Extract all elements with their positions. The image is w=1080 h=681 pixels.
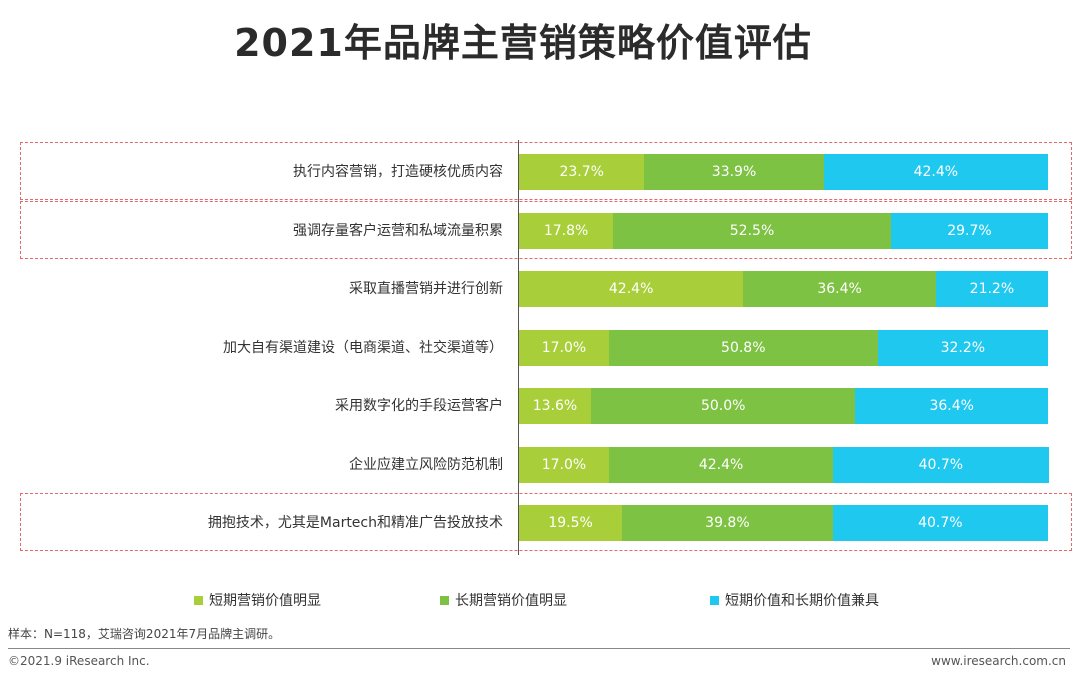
highlight-box [20, 142, 1072, 200]
bar-segment: 23.7% [519, 154, 645, 190]
category-axis-line [518, 140, 519, 555]
data-label: 42.4% [698, 456, 744, 473]
data-label: 29.7% [947, 222, 992, 239]
footer-website: www.iresearch.com.cn [931, 654, 1066, 668]
bar-segment: 40.7% [833, 446, 1049, 483]
legend-swatch [194, 595, 203, 605]
bar-segment: 52.5% [613, 212, 891, 249]
bar-segment: 50.8% [608, 329, 878, 366]
bar-segment: 50.0% [590, 388, 856, 424]
data-label: 19.5% [548, 515, 593, 531]
data-label: 17.0% [541, 339, 587, 356]
category-label: 强调存量客户运营和私域流量积累 [293, 222, 503, 239]
bar-segment: 13.6% [519, 388, 591, 424]
data-label: 36.4% [817, 281, 862, 297]
data-label: 42.4% [913, 164, 959, 180]
bar-segment: 17.8% [519, 212, 614, 249]
bar-segment: 36.4% [743, 271, 936, 307]
legend-item: 短期营销价值明显 [194, 590, 321, 610]
bar-segment: 19.5% [519, 505, 623, 541]
category-label: 采取直播营销并进行创新 [349, 281, 503, 297]
data-label: 39.8% [705, 515, 750, 531]
bar-segment: 17.0% [519, 329, 609, 366]
legend-label: 短期价值和长期价值兼具 [725, 593, 879, 609]
highlight-box [20, 200, 1072, 259]
bar-segment: 21.2% [935, 271, 1048, 307]
data-label: 40.7% [918, 456, 964, 473]
data-label: 33.9% [711, 164, 757, 180]
sample-note: 样本：N=118，艾瑞咨询2021年7月品牌主调研。 [8, 627, 281, 641]
category-label: 执行内容营销，打造硬核优质内容 [293, 164, 503, 180]
legend-item: 短期价值和长期价值兼具 [710, 590, 879, 610]
bar-segment: 32.2% [877, 329, 1048, 366]
legend-label: 长期营销价值明显 [455, 593, 567, 609]
bar-segment: 33.9% [644, 154, 824, 190]
bar-segment: 42.4% [823, 154, 1048, 190]
bar-segment: 39.8% [622, 505, 833, 541]
data-label: 50.0% [700, 398, 746, 414]
chart-title: 2021年品牌主营销策略价值评估 [234, 21, 812, 65]
data-label: 36.4% [929, 398, 974, 414]
legend-label: 短期营销价值明显 [209, 593, 321, 609]
data-label: 50.8% [721, 339, 766, 356]
category-label: 企业应建立风险防范机制 [349, 456, 503, 473]
data-label: 13.6% [532, 398, 578, 414]
data-label: 52.5% [729, 222, 775, 239]
category-label: 拥抱技术，尤其是Martech和精准广告投放技术 [207, 515, 503, 531]
footer-copyright: ©2021.9 iResearch Inc. [8, 654, 150, 668]
data-label: 32.2% [940, 339, 986, 356]
bar-segment: 36.4% [855, 388, 1048, 424]
bar-segment: 29.7% [890, 212, 1048, 249]
bar-segment: 40.7% [832, 505, 1048, 541]
legend-item: 长期营销价值明显 [440, 590, 567, 610]
category-label: 加大自有渠道建设（电商渠道、社交渠道等） [223, 339, 503, 356]
legend-swatch [710, 595, 719, 605]
data-label: 23.7% [559, 164, 604, 180]
highlight-box [20, 493, 1072, 551]
bar-segment: 42.4% [608, 446, 834, 483]
category-label: 采用数字化的手段运营客户 [335, 398, 503, 414]
data-label: 40.7% [918, 515, 963, 531]
data-label: 17.0% [541, 456, 587, 473]
footer-divider [8, 648, 1070, 649]
data-label: 42.4% [608, 281, 654, 297]
data-label: 21.2% [969, 281, 1015, 297]
legend-swatch [440, 595, 449, 605]
bar-segment: 17.0% [519, 446, 609, 483]
bar-segment: 42.4% [519, 271, 744, 307]
data-label: 17.8% [543, 222, 589, 239]
